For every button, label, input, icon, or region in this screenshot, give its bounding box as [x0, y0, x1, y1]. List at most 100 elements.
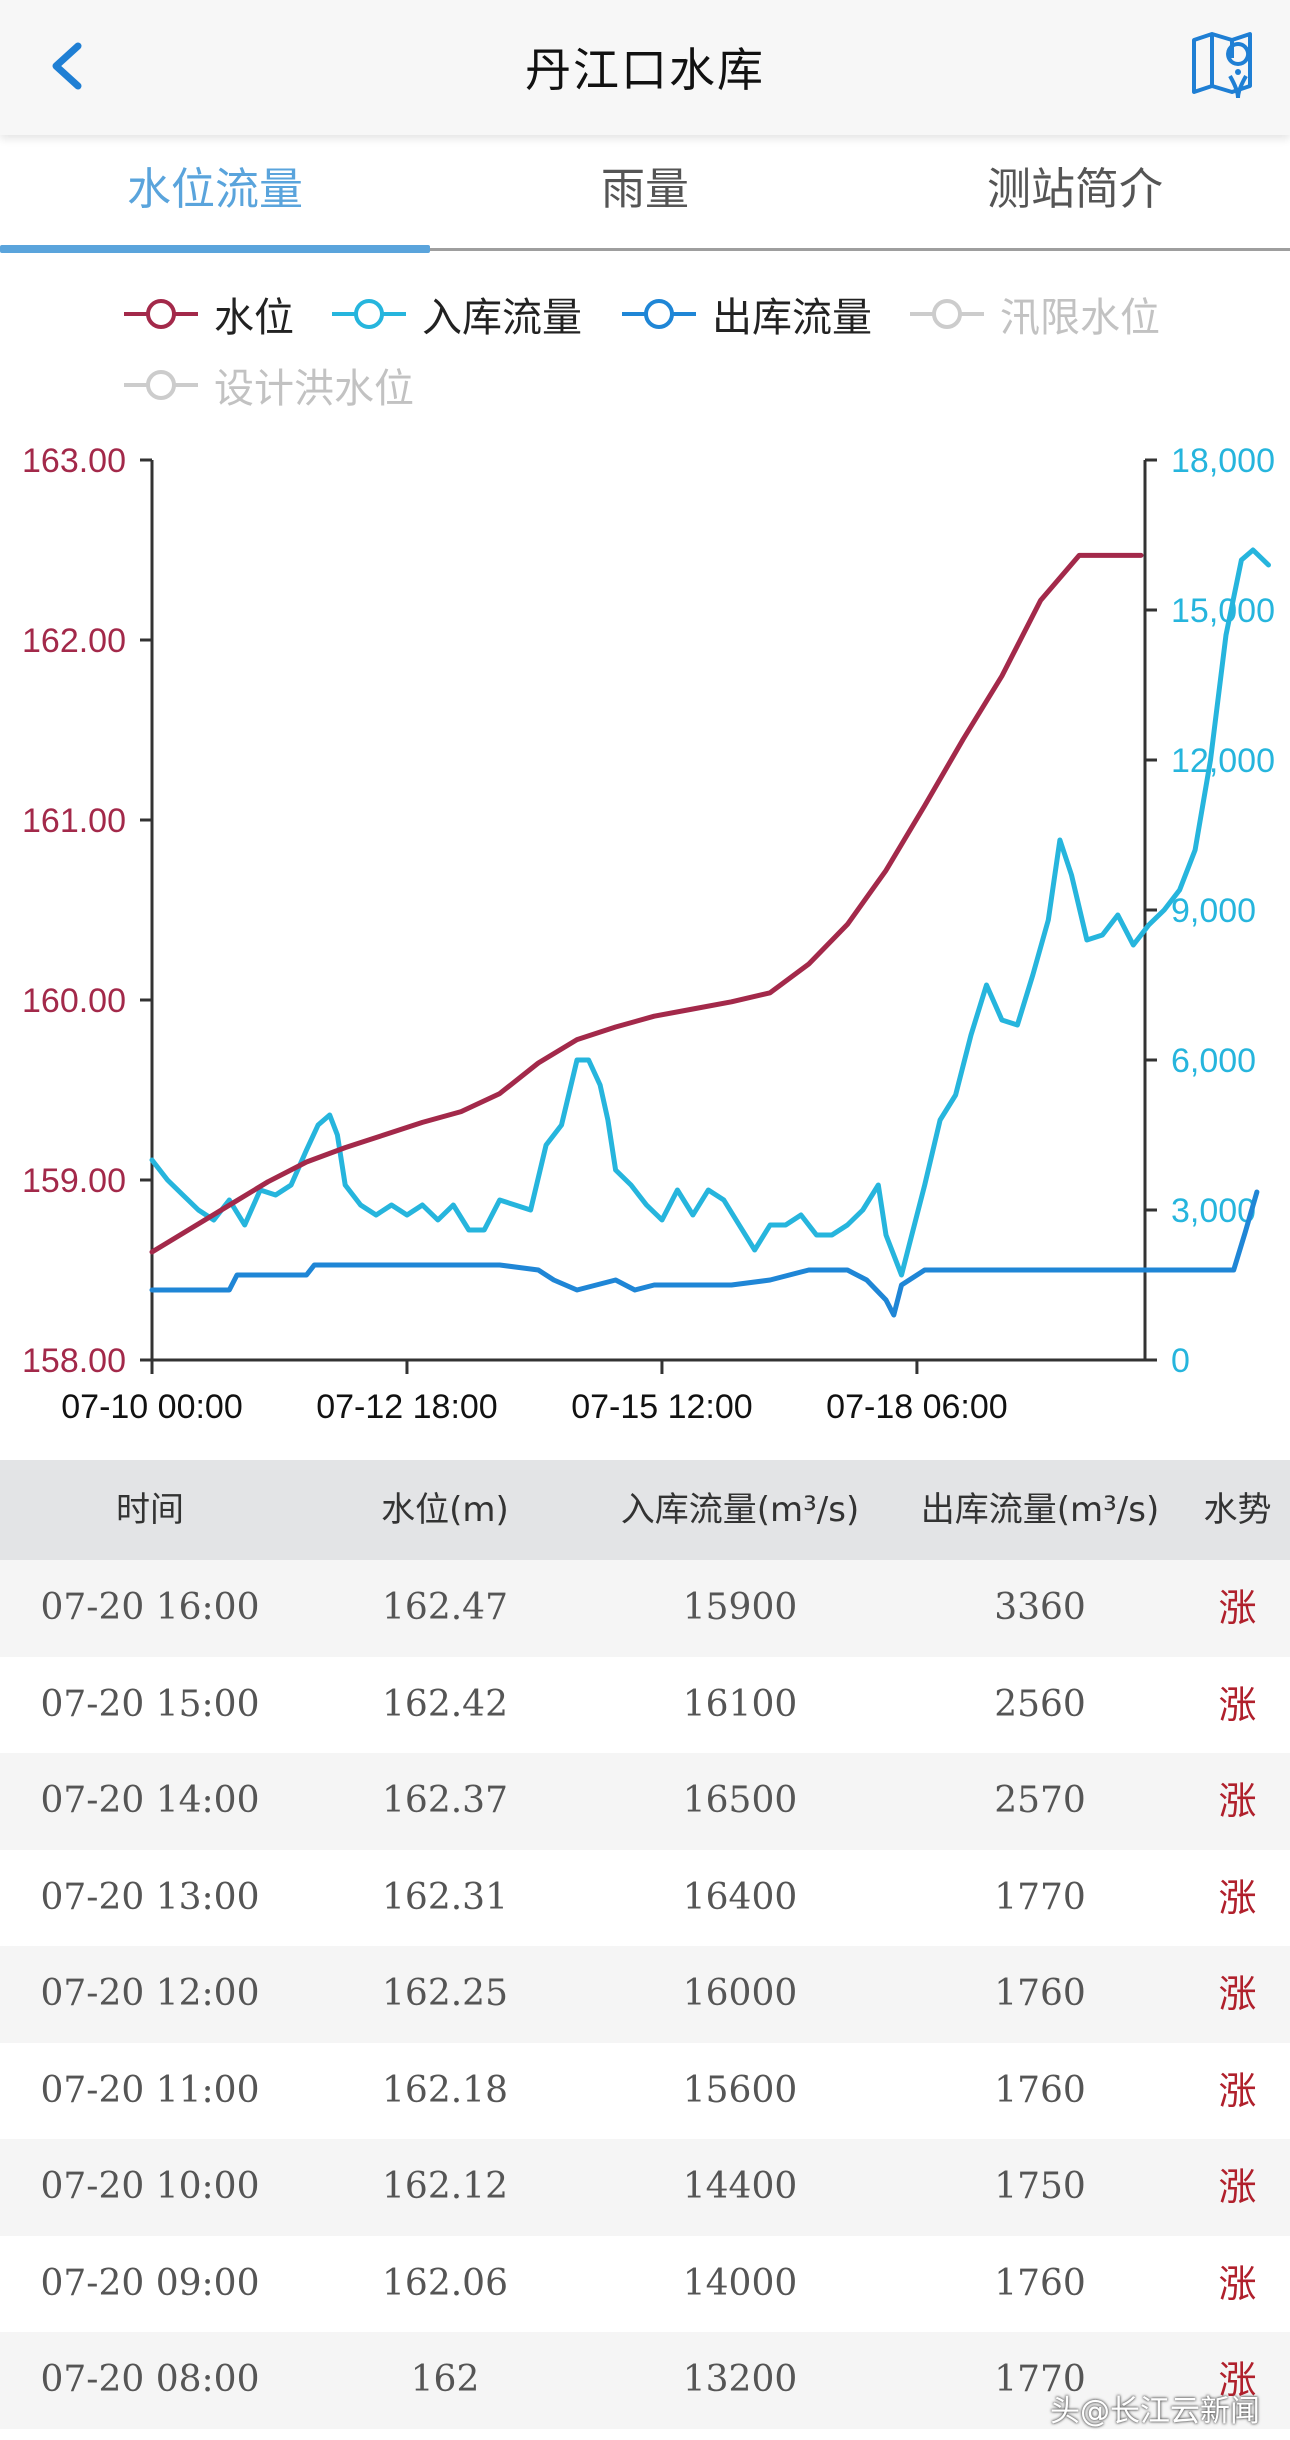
- cell-inflow: 14400: [682, 2166, 798, 2207]
- cell-inflow: 15600: [682, 2069, 798, 2111]
- cell-inflow: 16100: [682, 1683, 798, 1725]
- legend-label: 入库流量: [422, 295, 582, 341]
- watermark: 头@长江云新闻: [1050, 2394, 1260, 2429]
- legend-label: 出库流量: [712, 295, 872, 341]
- table-row[interactable]: 07-20 16:00 162.47 15900 3360 涨: [0, 1560, 1290, 1657]
- cell-water-level: 162.42: [382, 1683, 508, 1725]
- x-tick-label: 07-10 00:00: [61, 1388, 243, 1426]
- inflow-line: [149, 547, 1271, 1278]
- tab-rainfall[interactable]: 雨量: [601, 164, 689, 215]
- cell-outflow: 2560: [994, 1683, 1086, 1725]
- table-row[interactable]: 07-20 12:00 162.25 16000 1760 涨: [0, 1946, 1290, 2043]
- table-header: 时间 水位(m) 入库流量(m³/s) 出库流量(m³/s) 水势: [0, 1460, 1290, 1560]
- table-row[interactable]: 07-20 14:00 162.37 16500 2570 涨: [0, 1753, 1290, 1850]
- cell-time: 07-20 10:00: [40, 2166, 260, 2207]
- active-tab-indicator: [0, 245, 430, 253]
- back-button[interactable]: [40, 30, 100, 100]
- right-tick-label: 6,000: [1171, 1042, 1256, 1080]
- right-tick-label: 15,000: [1171, 592, 1275, 630]
- legend-item-design-flood[interactable]: 设计洪水位: [122, 355, 414, 415]
- cell-time: 07-20 15:00: [40, 1683, 260, 1725]
- page-title: 丹江口水库: [525, 43, 765, 97]
- cell-inflow: 15900: [682, 1587, 798, 1628]
- header-water-level: 水位(m): [381, 1490, 509, 1530]
- cell-time: 07-20 09:00: [40, 2262, 260, 2304]
- left-tick-label: 160.00: [22, 982, 126, 1020]
- cell-trend: 涨: [1218, 2068, 1257, 2113]
- header-trend: 水势: [1203, 1490, 1272, 1530]
- table-row[interactable]: 07-20 09:00 162.06 14000 1760 涨: [0, 2235, 1290, 2332]
- outflow-line: [149, 1189, 1260, 1318]
- tab-water-level-flow[interactable]: 水位流量: [127, 164, 303, 215]
- app-header: 丹江口水库: [0, 0, 1290, 135]
- left-tick-label: 161.00: [22, 802, 126, 840]
- left-tick-label: 162.00: [22, 622, 126, 660]
- left-tick-label: 158.00: [22, 1342, 126, 1380]
- chevron-left-icon: [52, 42, 82, 90]
- legend-marker-icon: [622, 299, 696, 329]
- cell-trend: 涨: [1218, 2358, 1257, 2402]
- legend-label: 汛限水位: [1000, 295, 1160, 341]
- cell-water-level: 162.31: [382, 1876, 508, 1918]
- cell-time: 07-20 11:00: [40, 2069, 260, 2111]
- header-time: 时间: [116, 1490, 184, 1530]
- cell-water-level: 162.25: [382, 1973, 508, 2014]
- cell-outflow: 2570: [994, 1780, 1086, 1821]
- legend-item-water-level[interactable]: 水位: [122, 284, 294, 344]
- water-level-line: [149, 552, 1144, 1255]
- data-table: 时间 水位(m) 入库流量(m³/s) 出库流量(m³/s) 水势 07-20 …: [0, 1460, 1290, 2429]
- cell-inflow: 16000: [682, 1973, 798, 2014]
- cell-inflow: 13200: [682, 2359, 798, 2400]
- table-row[interactable]: 07-20 15:00 162.42 16100 2560 涨: [0, 1656, 1290, 1753]
- right-tick-label: 0: [1171, 1342, 1190, 1380]
- left-tick-label: 159.00: [22, 1162, 126, 1200]
- cell-trend: 涨: [1218, 1972, 1257, 2016]
- cell-outflow: 1770: [994, 2359, 1086, 2400]
- cell-trend: 涨: [1218, 1875, 1257, 1920]
- cell-time: 07-20 12:00: [40, 1973, 260, 2014]
- header-inflow: 入库流量(m³/s): [620, 1490, 860, 1530]
- x-tick-label: 07-15 12:00: [571, 1388, 753, 1426]
- table-row[interactable]: 07-20 11:00 162.18 15600 1760 涨: [0, 2042, 1290, 2139]
- right-tick-label: 12,000: [1171, 742, 1275, 780]
- cell-inflow: 16500: [682, 1780, 798, 1821]
- cell-trend: 涨: [1218, 1682, 1257, 1727]
- table-body: 07-20 16:00 162.47 15900 3360 涨 07-20 15:00 16…: [0, 1560, 1290, 2429]
- cell-outflow: 3360: [994, 1587, 1086, 1628]
- cell-time: 07-20 16:00: [40, 1587, 260, 1628]
- legend-item-outflow[interactable]: 出库流量: [620, 284, 872, 344]
- table-row[interactable]: 07-20 10:00 162.12 14400 1750 涨: [0, 2139, 1290, 2236]
- cell-trend: 涨: [1218, 2165, 1257, 2209]
- legend-label: 设计洪水位: [214, 366, 414, 412]
- cell-water-level: 162.12: [382, 2166, 508, 2207]
- water-level-flow-chart[interactable]: 163.00 162.00 161.00 160.00 159.00 158.00 18,0…: [0, 420, 1290, 1440]
- right-tick-label: 9,000: [1171, 892, 1256, 930]
- cell-water-level: 162.47: [382, 1587, 508, 1628]
- right-tick-label: 3,000: [1171, 1192, 1256, 1230]
- legend-marker-icon: [910, 299, 984, 329]
- cell-trend: 涨: [1218, 1779, 1257, 1823]
- cell-water-level: 162.06: [382, 2262, 508, 2304]
- table-row[interactable]: 07-20 08:00 162 13200 1770 涨: [0, 2332, 1290, 2429]
- map-button[interactable]: [1188, 28, 1258, 104]
- cell-outflow: 1760: [994, 2069, 1086, 2111]
- table-row[interactable]: 07-20 13:00 162.31 16400 1770 涨: [0, 1849, 1290, 1946]
- cell-time: 07-20 08:00: [40, 2359, 260, 2400]
- tab-station-info[interactable]: 测站简介: [987, 164, 1163, 215]
- cell-outflow: 1750: [994, 2166, 1086, 2207]
- cell-time: 07-20 13:00: [40, 1876, 260, 1918]
- cell-trend: 涨: [1218, 2261, 1257, 2306]
- cell-water-level: 162: [410, 2359, 480, 2400]
- cell-inflow: 16400: [682, 1876, 798, 1918]
- legend-marker-icon: [124, 299, 198, 329]
- legend-item-inflow[interactable]: 入库流量: [330, 284, 582, 344]
- left-tick-label: 163.00: [22, 442, 126, 480]
- map-pin-icon: [1192, 32, 1252, 99]
- right-tick-label: 18,000: [1171, 442, 1275, 480]
- cell-outflow: 1760: [994, 2262, 1086, 2304]
- cell-outflow: 1760: [994, 1973, 1086, 2014]
- cell-water-level: 162.37: [382, 1780, 508, 1821]
- cell-time: 07-20 14:00: [40, 1780, 260, 1821]
- legend-item-flood-limit[interactable]: 汛限水位: [908, 284, 1160, 344]
- cell-inflow: 14000: [682, 2262, 798, 2304]
